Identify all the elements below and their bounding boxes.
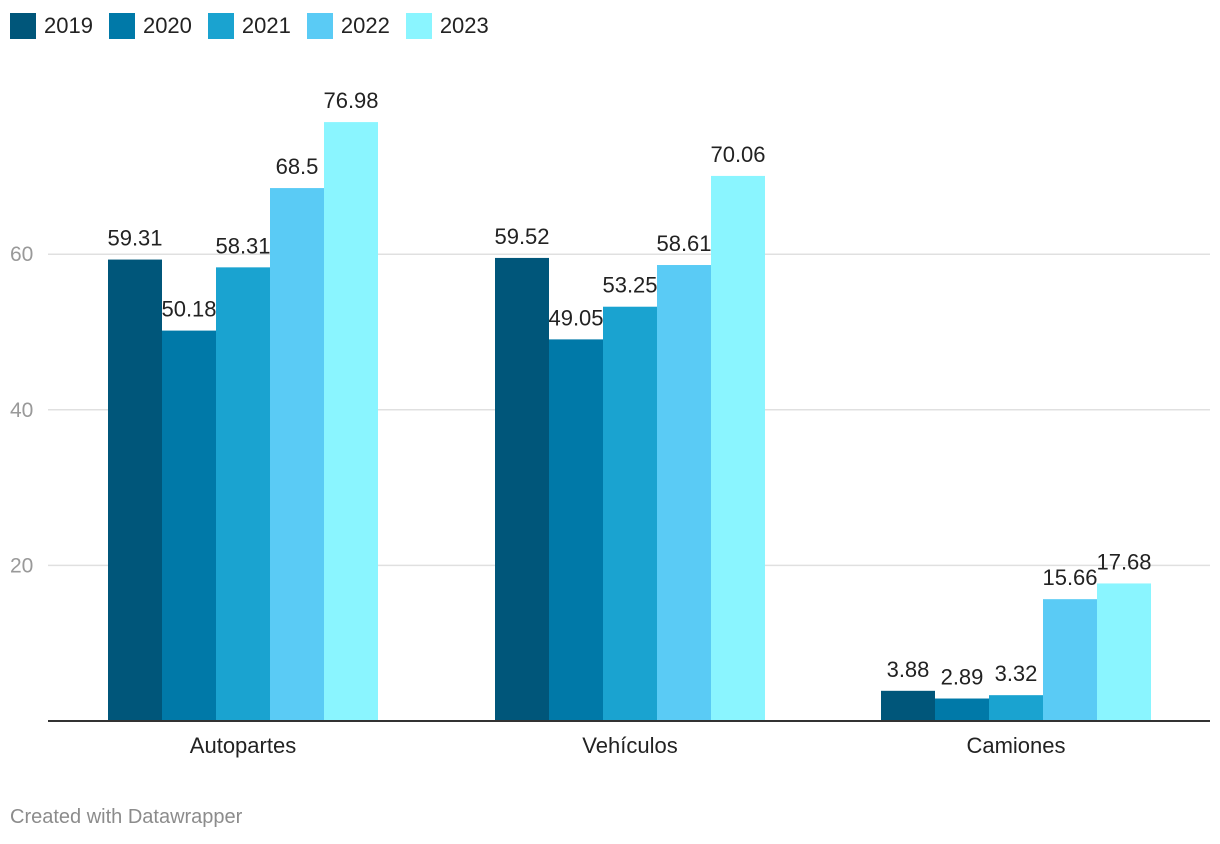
bar-vehculos-2022 xyxy=(657,265,711,721)
bar-camiones-2021 xyxy=(989,695,1043,721)
bar-autopartes-2021 xyxy=(216,267,270,721)
bar-autopartes-2020 xyxy=(162,330,216,721)
y-tick-label-60: 60 xyxy=(10,243,33,266)
legend-item-2020: 2020 xyxy=(108,13,192,39)
x-tick-label-camiones: Camiones xyxy=(966,733,1065,758)
data-label-camiones-2021: 3.32 xyxy=(995,661,1038,686)
legend-label-2023: 2023 xyxy=(439,13,489,38)
datawrapper-credit: Created with Datawrapper xyxy=(10,806,243,828)
chart-legend: 2019 2020 2021 2022 2023 xyxy=(10,12,505,40)
legend-swatch-2022 xyxy=(306,13,333,39)
x-tick-label-vehculos: Vehículos xyxy=(582,733,677,758)
legend-swatch-2021 xyxy=(207,13,234,39)
legend-item-2022: 2022 xyxy=(306,13,390,39)
legend-item-2019: 2019 xyxy=(10,13,93,39)
bar-vehculos-2021 xyxy=(603,306,657,721)
data-label-camiones-2019: 3.88 xyxy=(887,657,930,682)
bar-camiones-2020 xyxy=(935,698,989,721)
data-label-autopartes-2019: 59.31 xyxy=(107,226,162,251)
data-label-autopartes-2021: 58.31 xyxy=(215,233,270,258)
legend-label-2020: 2020 xyxy=(142,13,192,38)
bar-camiones-2019 xyxy=(881,690,935,721)
legend-swatch-2020 xyxy=(108,13,135,39)
bar-camiones-2022 xyxy=(1043,599,1097,721)
bar-chart: 20 40 60 59.31 50.18 58.31 68.5 76.98 Autopartes… xyxy=(10,88,1210,758)
legend-item-2023: 2023 xyxy=(405,13,489,39)
y-tick-label-40: 40 xyxy=(10,399,33,422)
data-label-vehculos-2020: 49.05 xyxy=(548,305,603,330)
legend-item-2021: 2021 xyxy=(207,13,291,39)
data-label-vehculos-2021: 53.25 xyxy=(602,273,657,298)
data-label-autopartes-2022: 68.5 xyxy=(276,154,319,179)
data-label-camiones-2022: 15.66 xyxy=(1042,565,1097,590)
bar-camiones-2023 xyxy=(1097,583,1151,721)
data-label-camiones-2020: 2.89 xyxy=(941,665,984,690)
legend-swatch-2023 xyxy=(405,13,432,39)
legend-label-2019: 2019 xyxy=(44,13,93,38)
bar-vehculos-2020 xyxy=(549,339,603,721)
y-tick-label-20: 20 xyxy=(10,554,33,577)
bar-vehculos-2023 xyxy=(711,175,765,721)
legend-label-2021: 2021 xyxy=(241,13,291,38)
bar-autopartes-2023 xyxy=(324,122,378,722)
data-label-autopartes-2020: 50.18 xyxy=(161,297,216,322)
data-label-vehculos-2023: 70.06 xyxy=(710,142,765,167)
legend-swatch-2019 xyxy=(10,13,36,39)
data-label-vehculos-2022: 58.61 xyxy=(656,231,711,256)
data-label-camiones-2023: 17.68 xyxy=(1096,549,1151,574)
legend-label-2022: 2022 xyxy=(340,13,390,38)
bar-autopartes-2022 xyxy=(270,188,324,721)
data-label-autopartes-2023: 76.98 xyxy=(323,88,378,113)
bar-vehculos-2019 xyxy=(495,257,549,721)
x-tick-label-autopartes: Autopartes xyxy=(190,733,296,758)
data-label-vehculos-2019: 59.52 xyxy=(494,224,549,249)
bar-autopartes-2019 xyxy=(108,259,162,721)
